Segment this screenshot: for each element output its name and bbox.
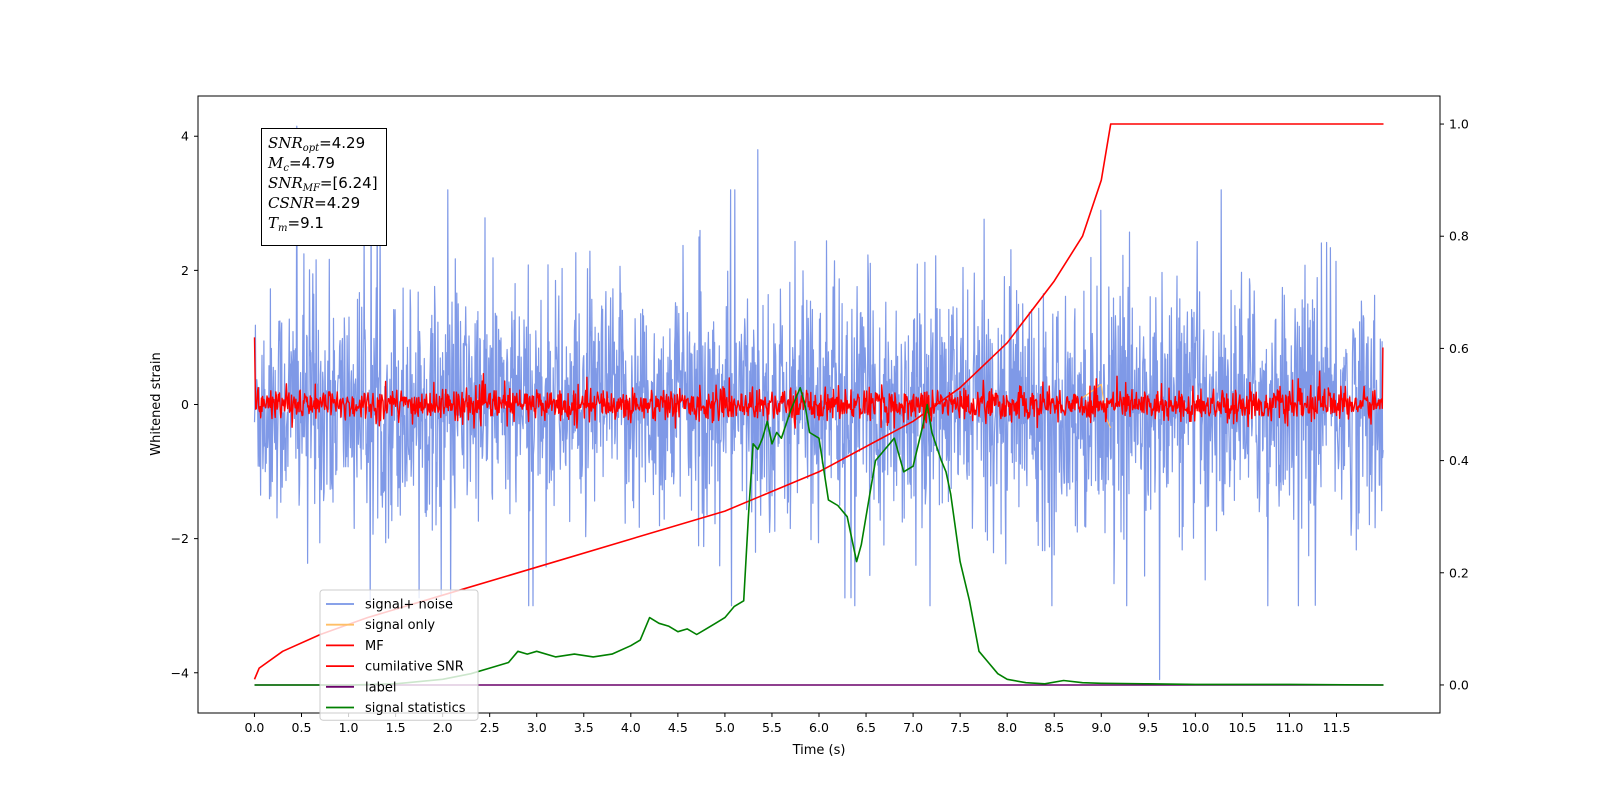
x-tick-label: 6.0 [809,720,829,735]
x-tick-label: 7.0 [903,720,923,735]
x-tick-label: 5.0 [715,720,735,735]
snr-mf-line: SNRMF=[6.24] [268,174,378,194]
x-tick-label: 1.5 [386,720,406,735]
y-tick-label: −2 [171,531,189,546]
x-tick-label: 8.0 [997,720,1017,735]
legend-entry: label [365,680,396,695]
x-tick-label: 7.5 [950,720,970,735]
x-tick-label: 11.5 [1323,720,1351,735]
y-tick-label: 0 [181,397,189,412]
legend-entry: cumilative SNR [365,660,464,675]
x-tick-label: 9.0 [1091,720,1111,735]
signal-only-line [1082,383,1112,429]
y2-tick-label: 0.4 [1449,453,1469,468]
x-tick-label: 1.0 [339,720,359,735]
y2-tick-label: 1.0 [1449,117,1469,132]
y-tick-label: 2 [181,263,189,278]
snr-opt-line: SNRopt=4.29 [268,134,366,154]
x-tick-label: 2.0 [433,720,453,735]
y-axis-right: 1.0 0.8 0.6 0.4 0.2 0.0 [1440,117,1469,692]
x-tick-label: 8.5 [1044,720,1064,735]
x-tick-label: 3.5 [574,720,594,735]
y-axis-label: Whitened strain [149,352,164,455]
legend-entry: MF [365,639,384,654]
x-tick-label: 10.0 [1181,720,1209,735]
y-axis-left: 4 2 0 −2 −4 [171,129,198,680]
mc-line: Mc=4.79 [268,154,335,174]
x-tick-label: 9.5 [1138,720,1158,735]
x-tick-label: 4.0 [621,720,641,735]
x-tick-label: 10.5 [1228,720,1256,735]
signal-statistics-line [254,386,1384,686]
x-tick-label: 4.5 [668,720,688,735]
legend-entry: signal+ noise [365,598,453,613]
legend: signal+ noise signal only MF cumilative SNR… [319,589,479,721]
x-tick-label: 2.5 [480,720,500,735]
x-tick-label: 3.0 [527,720,547,735]
signal-noise-line [253,125,1384,681]
x-tick-label: 5.5 [762,720,782,735]
plot-area [253,123,1384,686]
y2-tick-label: 0.8 [1449,229,1469,244]
y-tick-label: −4 [171,665,189,680]
tm-line: Tm=9.1 [268,214,324,234]
y2-tick-label: 0.0 [1449,677,1469,692]
x-tick-label: 0.5 [292,720,312,735]
y2-tick-label: 0.6 [1449,341,1469,356]
x-axis-label: Time (s) [792,743,846,758]
cumulative-snr-line [253,123,1384,680]
mf-line [253,337,1384,429]
y2-tick-label: 0.2 [1449,565,1469,580]
x-tick-label: 6.5 [856,720,876,735]
annotation-box: SNRopt=4.29 Mc=4.79 SNRMF=[6.24] CSNR=4.… [261,128,387,246]
x-tick-label: 11.0 [1276,720,1304,735]
legend-entry: signal only [365,618,435,633]
x-axis: 0.0 0.5 1.0 1.5 2.0 2.5 3.0 3.5 4.0 4.5 5.0 5.5 6.0 6… [245,713,1351,735]
legend-entry: signal statistics [365,701,466,716]
x-tick-label: 0.0 [245,720,265,735]
csnr-line: CSNR=4.29 [268,194,361,212]
legend-frame [319,589,479,721]
y-tick-label: 4 [181,129,189,144]
